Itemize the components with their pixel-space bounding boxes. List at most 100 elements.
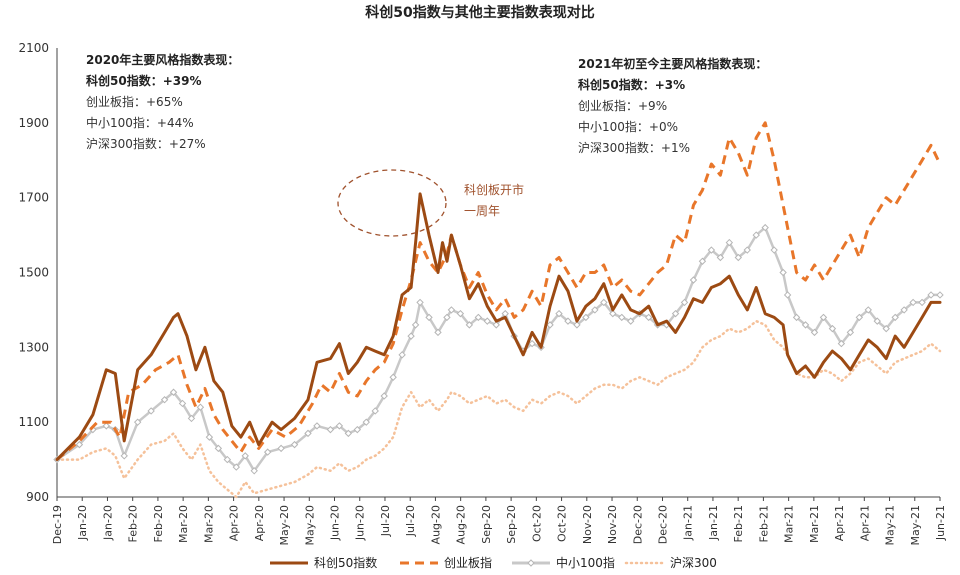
series-marker: [528, 339, 536, 348]
series-marker: [304, 429, 312, 438]
y-tick-label: 1100: [18, 415, 49, 429]
series-marker: [102, 422, 111, 430]
x-tick-label: Nov-20: [606, 505, 619, 544]
left-annotation-title: 2020年主要风格指数表现：: [86, 52, 239, 67]
series-marker: [801, 321, 810, 329]
y-tick-label: 1700: [18, 191, 49, 205]
series-marker: [434, 328, 442, 337]
legend-label-3: 沪深300: [670, 556, 717, 570]
series-marker: [716, 253, 725, 262]
series-marker: [335, 422, 344, 430]
x-tick-label: Jun-20: [354, 505, 367, 541]
series-marker: [680, 298, 689, 307]
x-tick-label: Mar-21: [808, 505, 821, 543]
x-tick-label: Feb-20: [152, 505, 165, 542]
callout-text: 一周年: [464, 204, 500, 218]
x-tick-label: Jan-20: [76, 505, 89, 541]
right-annotation-line: 中小100指：+0%: [578, 119, 678, 134]
series-marker: [447, 306, 456, 314]
x-tick-label: Dec-20: [631, 505, 644, 544]
x-tick-label: Dec-19: [51, 505, 64, 544]
series-marker: [707, 246, 716, 254]
series-marker: [313, 422, 321, 430]
series-marker: [734, 253, 743, 262]
right-annotation: 2021年初至今主要风格指数表现： 科创50指数：+3% 创业板指：+9% 中小100…: [578, 56, 767, 155]
x-tick-label: Aug-20: [455, 505, 468, 544]
x-tick-label: Sep-20: [480, 505, 493, 544]
series-marker: [752, 231, 760, 239]
legend-label-0: 科创50指数: [314, 555, 377, 570]
series-marker: [371, 407, 379, 415]
series-marker: [362, 418, 370, 426]
series-marker: [263, 448, 272, 456]
series-marker: [909, 298, 917, 307]
series-marker: [407, 332, 415, 340]
series-layer: [53, 121, 944, 499]
series-marker: [927, 291, 935, 299]
series-line-0: [55, 192, 942, 462]
series-marker: [891, 313, 899, 322]
series-marker: [555, 309, 563, 318]
series-marker: [411, 321, 420, 329]
series-marker: [600, 298, 608, 307]
x-tick-label: Feb-20: [127, 505, 140, 542]
series-marker: [326, 425, 335, 434]
series-marker: [779, 268, 787, 277]
series-marker: [743, 246, 751, 254]
series-marker: [882, 324, 890, 333]
series-marker: [443, 313, 451, 322]
series-marker: [223, 455, 232, 464]
series-marker: [828, 324, 837, 333]
y-tick-label: 1500: [18, 266, 49, 280]
x-axis: Dec-19 Jan-20 Jan-20 Feb-20 Feb-20 Mar-20 Mar-…: [51, 496, 947, 546]
x-tick-label: Feb-21: [757, 505, 770, 542]
series-marker: [398, 351, 406, 359]
x-tick-label: Aug-20: [429, 505, 442, 544]
series-marker: [573, 321, 581, 329]
y-tick-label: 1900: [18, 116, 49, 130]
series-marker: [810, 328, 819, 337]
x-tick-label: Apr-21: [858, 505, 871, 541]
series-marker: [416, 298, 424, 307]
callout-text: 科创板开市: [464, 182, 524, 197]
series-marker: [344, 429, 353, 438]
series-marker: [689, 276, 698, 284]
series-marker: [819, 313, 828, 322]
series-marker: [644, 313, 653, 322]
x-tick-label: Apr-20: [253, 505, 266, 541]
left-annotation-line: 中小100指：+44%: [86, 115, 194, 130]
series-marker: [277, 444, 285, 453]
x-tick-label: Jan-21: [682, 505, 695, 541]
series-marker: [671, 309, 680, 318]
series-marker: [290, 440, 299, 449]
series-marker: [837, 339, 846, 348]
x-tick-label: Sep-20: [505, 505, 518, 544]
series-marker: [75, 440, 84, 449]
series-marker: [389, 373, 397, 381]
series-marker: [353, 425, 362, 434]
y-tick-label: 2100: [18, 41, 49, 55]
callout-ellipse: [337, 169, 447, 237]
x-tick-label: Dec-20: [656, 505, 669, 544]
series-marker: [918, 298, 926, 307]
x-tick-label: May-21: [884, 505, 897, 546]
legend-marker: [527, 559, 535, 567]
x-tick-label: Oct-20: [556, 505, 569, 542]
series-marker: [546, 321, 554, 329]
x-tick-label: Mar-21: [783, 505, 796, 543]
series-marker: [205, 433, 214, 441]
x-tick-label: Feb-21: [732, 505, 745, 542]
series-marker: [474, 313, 483, 322]
right-annotation-line: 沪深300指数：+1%: [578, 140, 690, 155]
x-tick-label: May-21: [909, 505, 922, 546]
series-marker: [855, 313, 864, 322]
y-tick-label: 1300: [18, 340, 49, 354]
series-marker: [591, 306, 599, 314]
x-tick-label: Jan-20: [101, 505, 114, 541]
series-marker: [792, 313, 801, 322]
series-marker: [456, 309, 465, 318]
series-marker: [120, 452, 128, 460]
x-tick-label: Mar-20: [177, 505, 190, 543]
series-marker: [178, 399, 187, 408]
series-marker: [609, 309, 617, 318]
